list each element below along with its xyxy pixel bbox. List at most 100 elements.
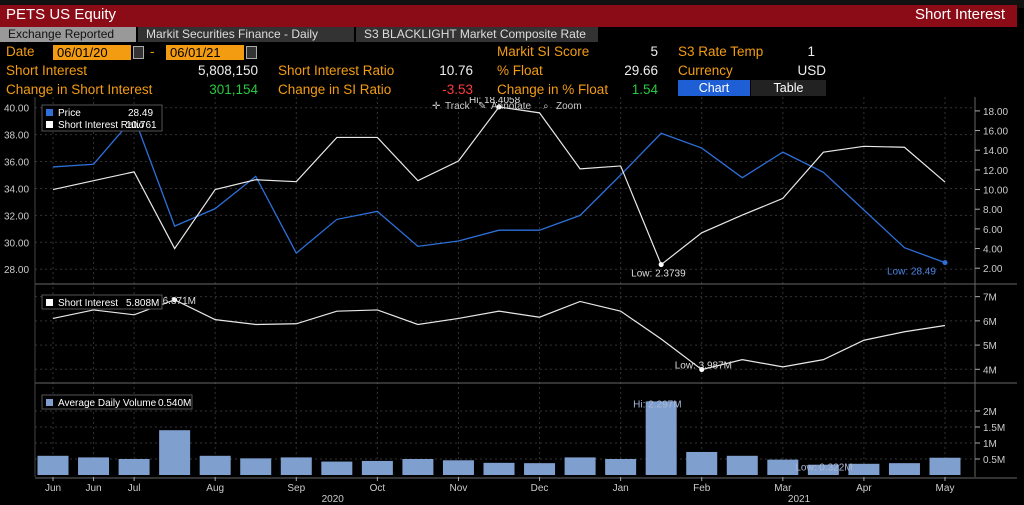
annotation-dot [942, 260, 948, 266]
x-tick-label: Feb [693, 483, 711, 494]
volume-bar [767, 459, 799, 475]
security-ticker[interactable]: PETS US Equity [6, 6, 117, 23]
annotation-label: Hi: 6.871M [148, 296, 196, 307]
volume-bar [402, 459, 434, 475]
date-to-input[interactable]: 06/01/21 [166, 45, 244, 60]
markit-si-score-label: Markit SI Score [497, 44, 590, 59]
x-tick-label: Jul [128, 483, 141, 494]
x-tick-label: Mar [774, 483, 792, 494]
sir-legend-swatch [46, 121, 53, 128]
si-legend-box [41, 294, 163, 310]
annotation-label: Hi: 2.297M [633, 399, 681, 410]
volume-bar [929, 457, 961, 475]
volume-legend-name: Average Daily Volume [58, 398, 157, 409]
markit-si-score-value: 5 [650, 44, 658, 59]
x-tick-label: Jun [85, 483, 101, 494]
right-tick-label: 2M [983, 407, 997, 418]
currency-value: USD [797, 63, 826, 78]
right-tick-label: 0.5M [983, 455, 1005, 466]
short-interest-chart[interactable]: 28.00 30.00 32.00 34.00 36.00 38.00 40.00 2.00 4… [0, 97, 1024, 505]
si-legend-swatch [46, 299, 53, 306]
x-tick-label: Jan [613, 483, 629, 494]
volume-bar [807, 464, 839, 475]
si-legend-value: 5.808M [126, 298, 159, 309]
source-tabs: Exchange Reported Markit Securities Fina… [0, 27, 1017, 43]
right-tick-label: 7M [983, 293, 997, 304]
sir-legend-value: 10.761 [126, 120, 157, 131]
volume-bar [159, 430, 191, 475]
short-interest-value: 5,808,150 [197, 63, 258, 78]
date-from-input[interactable]: 06/01/20 [53, 45, 131, 60]
track-button[interactable]: Track [445, 101, 471, 112]
annotation-label: Low: 28.49 [887, 267, 936, 278]
volume-bar [361, 460, 393, 475]
x-tick-label: Sep [287, 483, 305, 494]
short-interest-line [52, 299, 946, 371]
price-line [52, 115, 946, 264]
left-tick-label: 38.00 [4, 131, 29, 142]
tab-markit-securities-finance[interactable]: Markit Securities Finance - Daily [138, 27, 355, 42]
right-tick-label: 5M [983, 341, 997, 352]
price-legend-name: Price [58, 108, 81, 119]
si-legend-name: Short Interest [58, 298, 118, 309]
volume-legend-box [41, 394, 193, 410]
x-year-label: 2020 [322, 494, 345, 505]
left-tick-label: 40.00 [4, 104, 29, 115]
annotate-button[interactable]: Annotate [491, 101, 531, 112]
calendar-from-icon[interactable] [133, 46, 144, 59]
x-tick-label: Nov [450, 483, 468, 494]
title-bar: PETS US Equity Short Interest [0, 5, 1017, 27]
volume-bar [78, 457, 110, 475]
annotation-dot [699, 367, 705, 373]
right-tick-label: 1M [983, 439, 997, 450]
x-tick-label: Oct [370, 483, 386, 494]
left-tick-label: 34.00 [4, 184, 29, 195]
zoom-button[interactable]: Zoom [556, 101, 582, 112]
volume-bar [321, 461, 353, 475]
s3-rate-temp-value: 1 [807, 44, 815, 59]
track-icon[interactable]: ✛ [432, 101, 440, 112]
price-legend-box [41, 104, 163, 132]
x-year-label: 2021 [788, 494, 811, 505]
tab-s3-blacklight[interactable]: S3 BLACKLIGHT Market Composite Rate [356, 27, 599, 42]
right-tick-label: 16.00 [983, 127, 1008, 138]
right-tick-label: 18.00 [983, 107, 1008, 118]
annotation-dot [172, 297, 178, 303]
volume-bar [848, 463, 880, 475]
chart-toggle-button[interactable]: Chart [678, 80, 750, 96]
volume-bar [888, 463, 920, 475]
left-tick-label: 32.00 [4, 211, 29, 222]
tab-exchange-reported[interactable]: Exchange Reported [0, 27, 137, 42]
table-toggle-button[interactable]: Table [751, 80, 826, 96]
screen-name: Short Interest [914, 6, 1005, 23]
right-tick-label: 1.5M [983, 423, 1005, 434]
right-tick-label: 10.00 [983, 186, 1008, 197]
annotate-icon[interactable]: ✎ [478, 101, 486, 112]
volume-legend-swatch [46, 399, 53, 406]
calendar-to-icon[interactable] [246, 46, 257, 59]
x-tick-label: Aug [206, 483, 224, 494]
change-short-interest-label: Change in Short Interest [6, 82, 153, 97]
annotation-label: Low: 3.987M [675, 361, 732, 372]
left-tick-label: 36.00 [4, 158, 29, 169]
x-tick-label: Apr [856, 483, 872, 494]
change-float-label: Change in % Float [497, 82, 609, 97]
volume-bar [199, 455, 231, 475]
right-tick-label: 4.00 [983, 245, 1003, 256]
short-interest-ratio-value: 10.76 [439, 63, 473, 78]
volume-bar [605, 459, 637, 475]
left-tick-label: 30.00 [4, 238, 29, 249]
zoom-icon[interactable]: ⌕ [543, 101, 549, 112]
right-tick-label: 2.00 [983, 264, 1003, 275]
date-separator: - [150, 44, 155, 59]
currency-label: Currency [678, 63, 733, 78]
right-tick-label: 6M [983, 317, 997, 328]
volume-bar [442, 460, 474, 475]
x-tick-label: Jun [45, 483, 61, 494]
annotation-label: Hi: 18.4058 [469, 97, 521, 106]
change-float-value: 1.54 [631, 82, 658, 97]
annotation-label: Low: 2.3739 [631, 269, 686, 280]
volume-legend-value: 0.540M [158, 398, 191, 409]
volume-bar [645, 401, 677, 475]
volume-bar [37, 455, 69, 475]
